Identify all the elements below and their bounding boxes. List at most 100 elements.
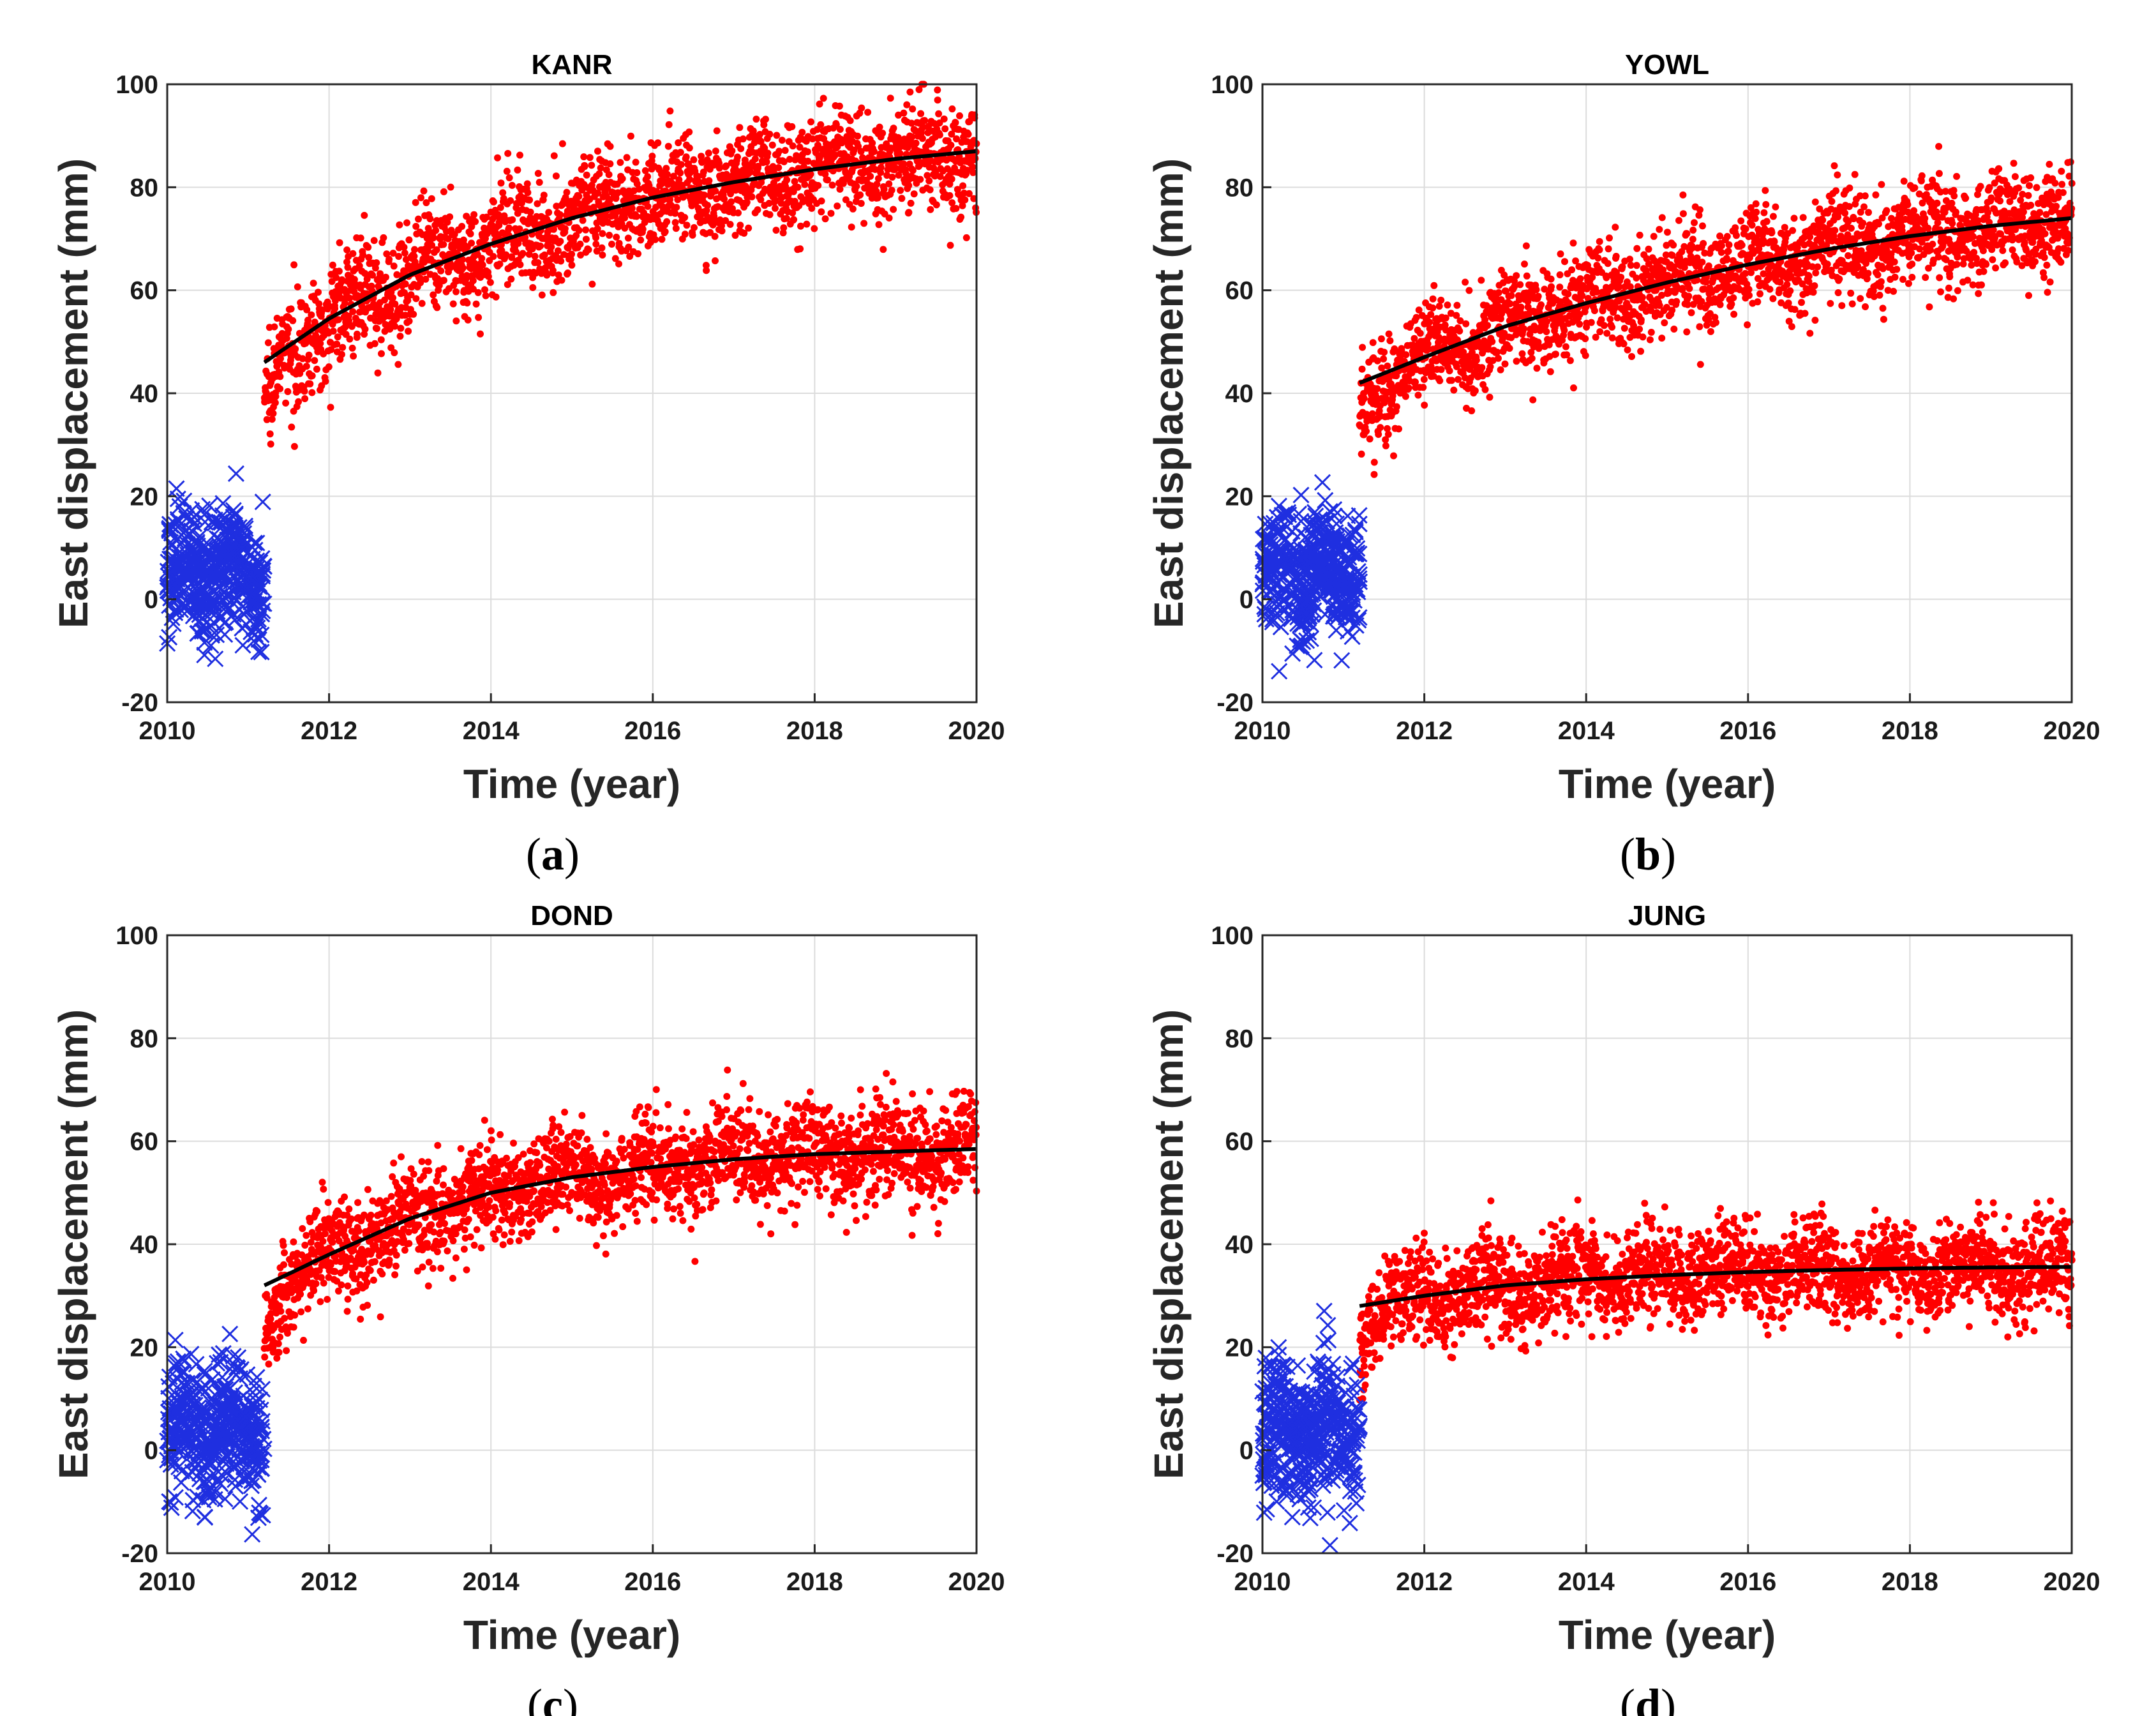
post-event-point — [917, 110, 925, 117]
post-event-point — [1841, 209, 1849, 217]
post-event-point — [507, 197, 514, 204]
post-event-point — [411, 246, 418, 253]
y-tick-label: 60 — [130, 277, 159, 305]
post-event-point — [1683, 230, 1691, 237]
post-event-point — [864, 109, 872, 116]
post-event-point — [1534, 292, 1542, 300]
post-event-point — [514, 166, 521, 174]
post-event-point — [1360, 395, 1368, 402]
y-tick-label: 0 — [144, 586, 158, 614]
post-event-point — [1386, 337, 1394, 345]
post-event-point — [969, 169, 977, 176]
post-event-point — [594, 225, 601, 232]
post-event-point — [1384, 362, 1391, 370]
post-event-point — [1790, 214, 1798, 222]
post-event-point — [1716, 301, 1724, 308]
post-event-point — [644, 202, 652, 210]
post-event-point — [395, 253, 403, 260]
post-event-point — [816, 100, 823, 108]
post-event-point — [294, 283, 301, 290]
post-event-point — [1495, 289, 1502, 296]
post-event-point — [1661, 319, 1668, 327]
x-tick-label: 2016 — [624, 717, 681, 745]
post-event-point — [1746, 292, 1753, 299]
post-event-point — [276, 373, 284, 380]
post-event-point — [737, 145, 745, 153]
post-event-point — [383, 250, 391, 258]
post-event-point — [947, 241, 954, 249]
post-event-point — [1576, 275, 1584, 283]
post-event-point — [908, 133, 916, 140]
post-event-point — [599, 252, 606, 259]
post-event-point — [874, 194, 881, 202]
post-event-point — [588, 280, 596, 288]
post-event-point — [846, 117, 854, 124]
post-event-point — [333, 274, 340, 282]
post-event-point — [1556, 271, 1564, 278]
post-event-point — [2010, 160, 2018, 167]
post-event-point — [2027, 174, 2035, 181]
post-event-point — [1582, 352, 1589, 359]
post-event-point — [1689, 236, 1696, 243]
post-event-point — [514, 239, 522, 247]
y-tick-label: -20 — [121, 689, 158, 717]
post-event-point — [722, 217, 730, 224]
post-event-point — [370, 237, 378, 245]
post-event-point — [1766, 285, 1774, 293]
post-event-point — [394, 361, 402, 368]
post-event-point — [267, 440, 274, 448]
post-event-point — [400, 243, 408, 251]
post-event-point — [1358, 450, 1365, 458]
post-event-point — [766, 211, 774, 218]
post-event-point — [391, 322, 399, 330]
post-event-point — [1668, 306, 1676, 314]
post-event-point — [430, 234, 437, 241]
post-event-point — [1521, 260, 1528, 268]
post-event-point — [654, 139, 662, 147]
post-event-point — [1513, 358, 1520, 365]
post-event-point — [1617, 273, 1625, 281]
post-event-point — [761, 144, 768, 152]
post-event-point — [276, 385, 284, 393]
post-event-point — [361, 211, 368, 219]
post-event-point — [1689, 227, 1697, 234]
post-event-point — [1488, 338, 1496, 345]
post-event-point — [602, 212, 610, 220]
post-event-point — [1877, 278, 1885, 285]
post-event-point — [373, 325, 380, 333]
post-event-point — [762, 116, 769, 123]
post-event-point — [1546, 368, 1554, 375]
post-event-point — [698, 153, 705, 160]
post-event-point — [1738, 241, 1746, 249]
post-event-point — [683, 222, 691, 229]
post-event-point — [1949, 220, 1956, 227]
post-event-point — [377, 270, 384, 278]
post-event-point — [1781, 223, 1788, 231]
post-event-point — [1847, 225, 1855, 232]
post-event-point — [428, 241, 436, 249]
post-event-point — [2041, 230, 2049, 237]
post-event-point — [292, 345, 299, 352]
post-event-point — [1561, 327, 1568, 335]
post-event-point — [405, 327, 412, 335]
post-event-point — [798, 128, 806, 136]
post-event-point — [401, 280, 409, 288]
post-event-point — [437, 267, 445, 275]
post-event-point — [447, 183, 454, 191]
post-event-point — [568, 250, 576, 258]
post-event-point — [900, 109, 908, 117]
post-event-point — [952, 119, 959, 126]
post-event-point — [477, 330, 484, 338]
post-event-point — [369, 271, 377, 279]
post-event-point — [393, 271, 401, 278]
post-event-point — [1366, 435, 1374, 443]
post-event-point — [357, 234, 364, 242]
post-event-point — [665, 121, 673, 128]
post-event-point — [875, 221, 883, 229]
post-event-point — [957, 213, 965, 221]
post-event-point — [1430, 282, 1438, 289]
post-event-point — [739, 135, 747, 143]
post-event-point — [1718, 248, 1725, 256]
post-event-point — [497, 179, 505, 187]
